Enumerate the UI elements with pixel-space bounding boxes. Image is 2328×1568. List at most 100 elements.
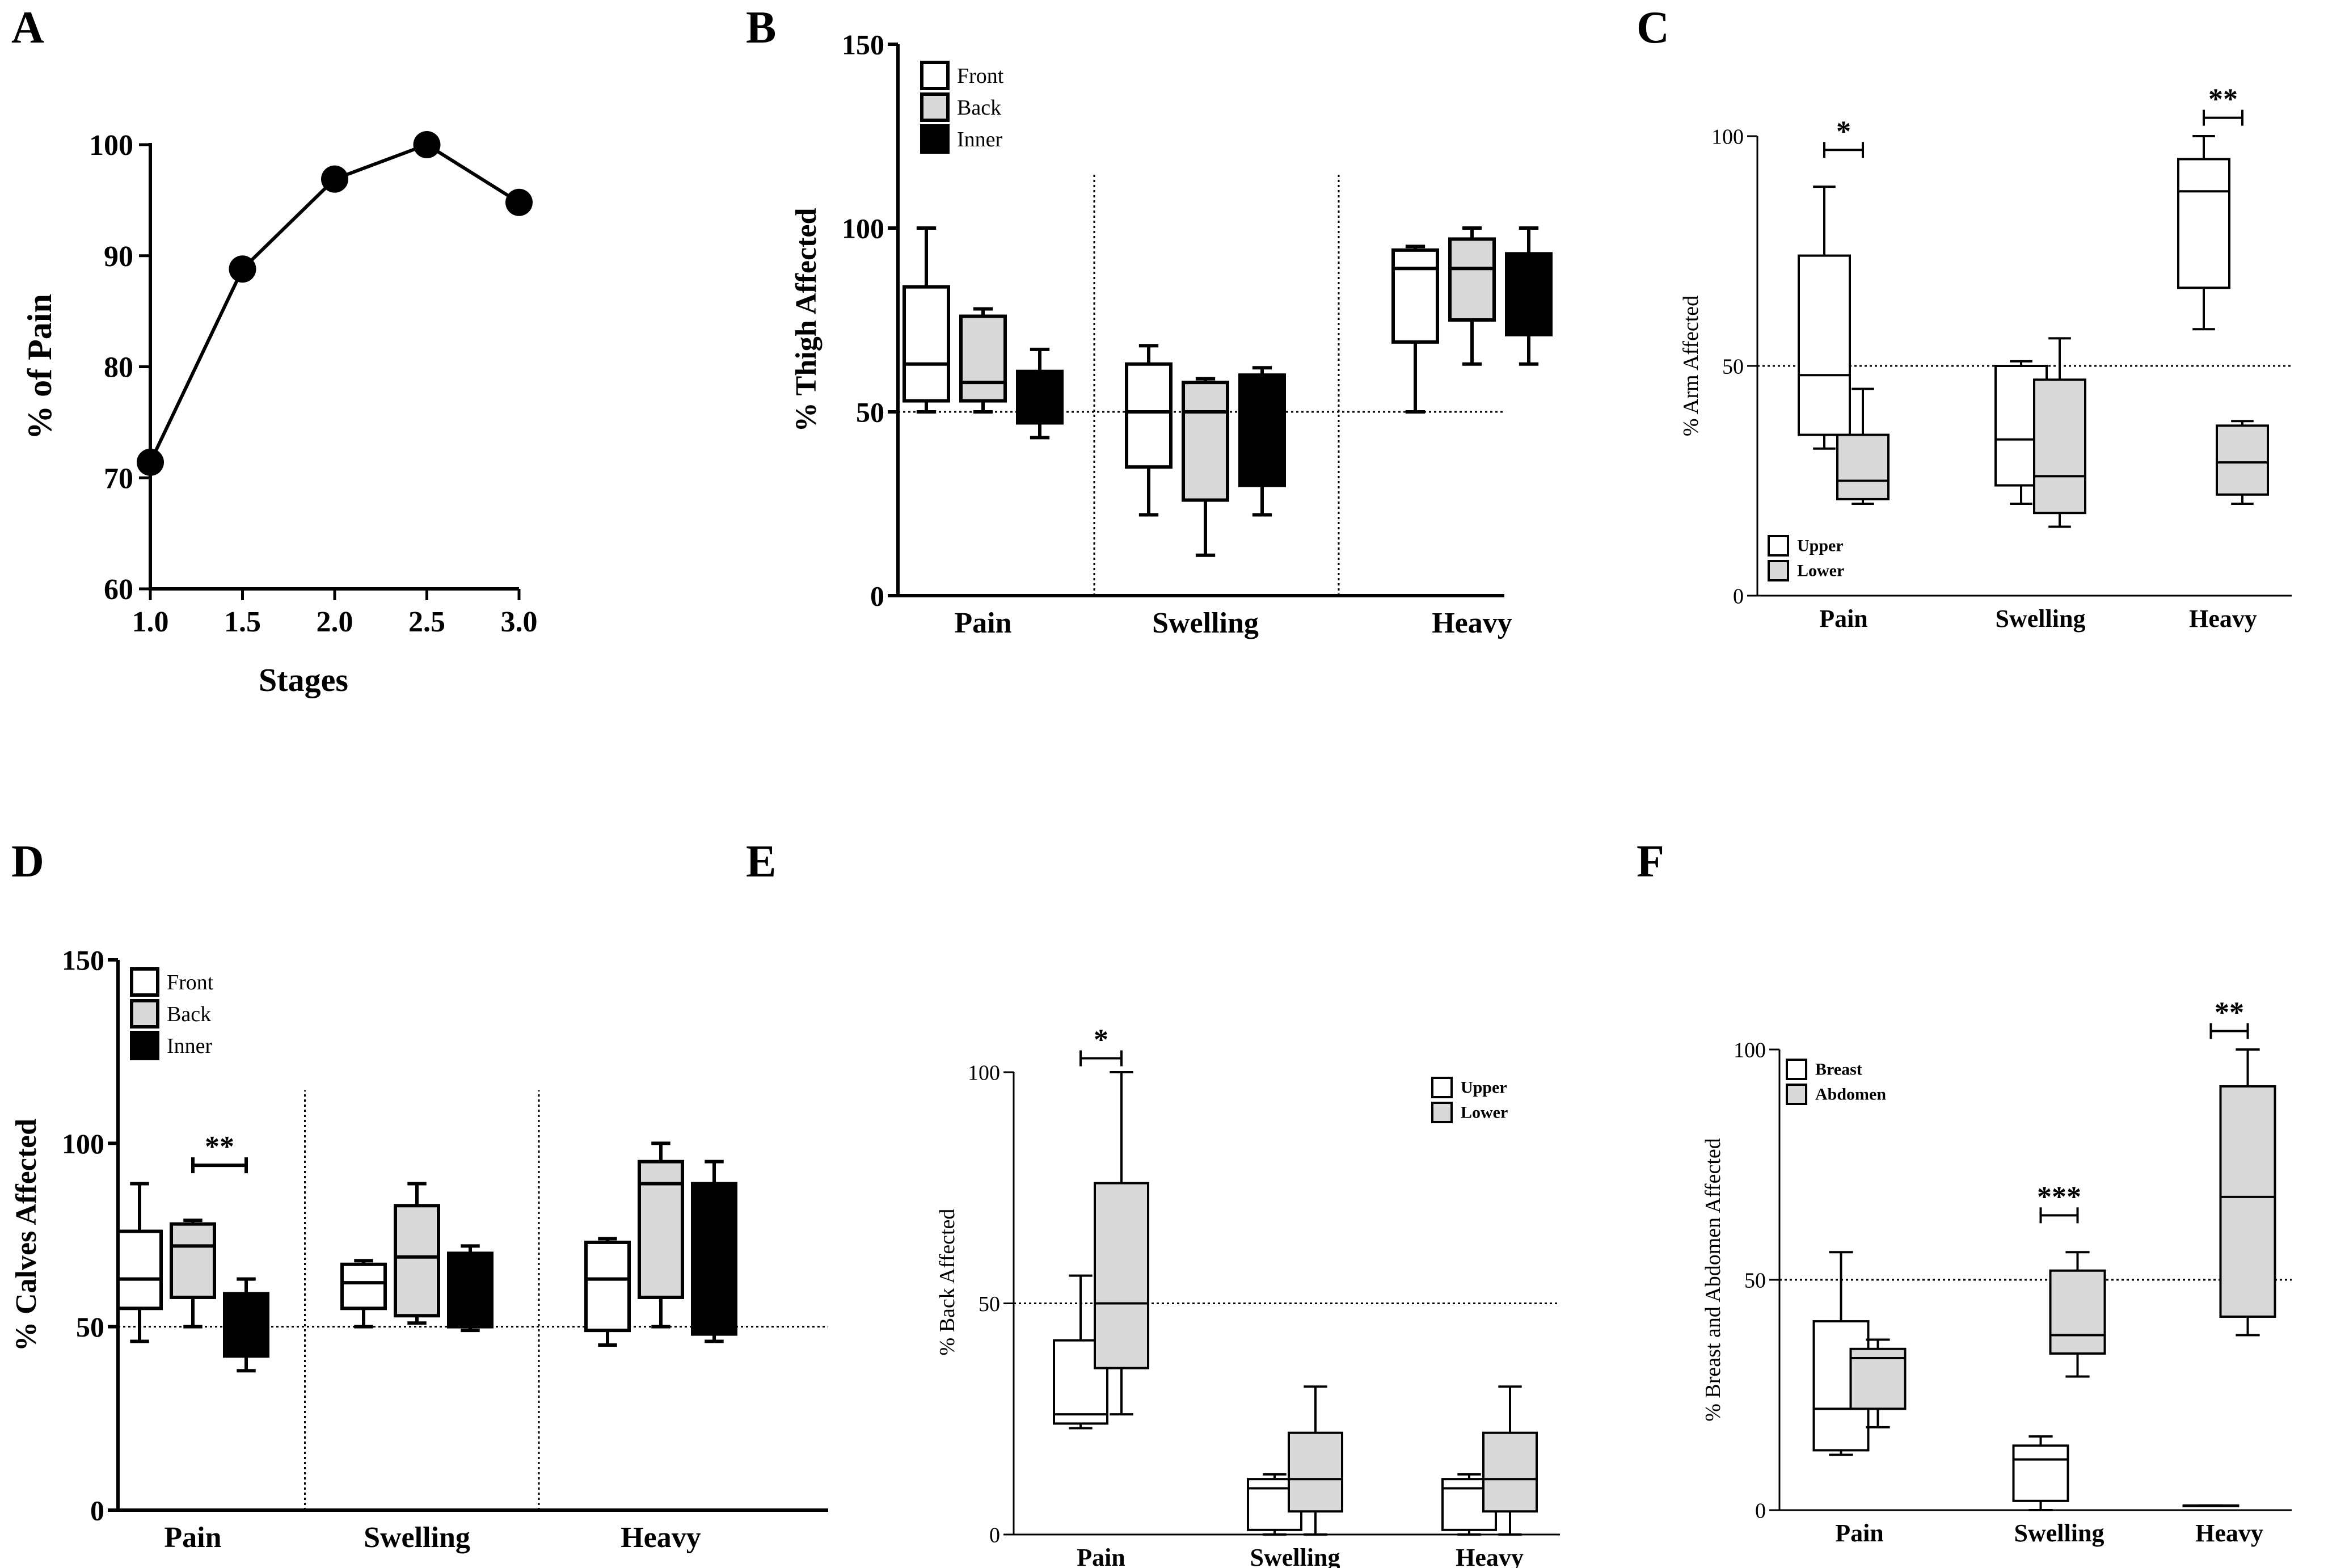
box-body	[691, 1182, 737, 1336]
box-body	[1505, 252, 1553, 336]
y-tick-label: 80	[104, 352, 133, 384]
y-tick-label: 100	[842, 213, 884, 245]
significance-bracket: **	[191, 1131, 248, 1174]
panel-letter-c: C	[1637, 3, 1669, 53]
y-tick-label: 50	[979, 1292, 1000, 1316]
category-label: Heavy	[1432, 607, 1512, 639]
box-front-swelling	[1125, 344, 1173, 517]
y-tick-label: 50	[1722, 355, 1744, 378]
box-front-pain	[902, 226, 950, 414]
box-inner-heavy	[1505, 226, 1553, 366]
legend-swatch	[1786, 1059, 1807, 1080]
y-axis-label: % of Pain	[21, 294, 58, 440]
significance-label: **	[2215, 997, 2244, 1029]
y-tick-label: 100	[62, 1128, 104, 1160]
y-tick-label: 90	[104, 241, 133, 273]
box-lower-pain	[1094, 1071, 1149, 1416]
category-label: Pain	[1835, 1519, 1884, 1547]
category-label: Swelling	[2014, 1519, 2105, 1547]
significance-bracket: *	[1823, 115, 1864, 158]
panel-letter-d: D	[11, 837, 44, 887]
legend-swatch	[1768, 560, 1789, 581]
y-tick-label: 0	[1733, 584, 1744, 608]
y-axis-label: % Back Affected	[935, 1209, 959, 1356]
y-tick-label: 0	[989, 1523, 1000, 1547]
box-body	[394, 1204, 440, 1318]
box-body	[2049, 1269, 2106, 1355]
box-back-pain	[959, 307, 1007, 414]
category-label: Heavy	[2189, 605, 2257, 633]
box-body	[1836, 433, 1890, 500]
box-body	[2216, 424, 2269, 496]
legend-label: Inner	[957, 128, 1003, 151]
y-axis-label: % Calves Affected	[10, 1119, 43, 1351]
box-chart-e: 0 50 100 % Back Affected Pain Swelling Heavy * U…	[935, 1024, 1560, 1568]
data-point	[321, 165, 348, 193]
box-body	[340, 1262, 387, 1310]
significance-bracket: *	[1079, 1024, 1123, 1067]
box-back-swelling	[394, 1182, 440, 1325]
box-front-swelling	[340, 1259, 387, 1329]
box-body	[1125, 362, 1173, 469]
box-body	[902, 285, 950, 403]
data-point	[413, 131, 441, 158]
box-chart-f: 0 50 100 % Breast and Abdomen Affected Pain S…	[1701, 997, 2292, 1547]
box-abdomen-heavy	[2219, 1048, 2276, 1337]
box-body	[170, 1222, 216, 1299]
y-tick-label: 100	[968, 1061, 1000, 1085]
significance-bracket: **	[2203, 83, 2243, 126]
legend-label: Abdomen	[1815, 1085, 1886, 1104]
box-front-heavy	[584, 1237, 631, 1347]
box-lower-swelling	[1288, 1385, 1343, 1536]
data-point	[229, 255, 256, 283]
box-body	[1288, 1431, 1343, 1513]
box-body	[1482, 1431, 1538, 1513]
category-label: Heavy	[621, 1521, 701, 1554]
legend: Front Back Inner	[130, 967, 214, 1060]
panel-letter-a: A	[11, 3, 44, 53]
legend: Upper Lower	[1768, 535, 1844, 581]
box-inner-swelling	[447, 1244, 494, 1333]
box-back-heavy	[638, 1141, 684, 1329]
y-tick-label: 150	[842, 29, 884, 61]
legend-label: Upper	[1461, 1078, 1507, 1097]
box-lower-swelling	[2033, 337, 2086, 528]
legend-swatch	[920, 124, 950, 154]
box-body	[1448, 237, 1496, 322]
significance-bracket: ***	[2037, 1181, 2081, 1224]
legend-swatch	[1768, 535, 1789, 557]
box-front-heavy	[1391, 245, 1439, 414]
significance-label: ***	[2037, 1181, 2081, 1213]
box-body	[1798, 254, 1851, 436]
box-body	[1391, 248, 1439, 344]
box-body	[2012, 1444, 2069, 1502]
y-axis-label: % Breast and Abdomen Affected	[1701, 1138, 1725, 1422]
x-tick-label: 1.0	[132, 606, 169, 638]
box-back-swelling	[1182, 377, 1229, 557]
box-inner-heavy	[691, 1160, 737, 1343]
box-abdomen-pain	[1849, 1338, 1907, 1428]
legend-swatch	[1431, 1102, 1453, 1123]
box-inner-pain	[1016, 347, 1064, 440]
legend-swatch	[130, 999, 159, 1029]
legend-label: Front	[957, 64, 1004, 88]
y-tick-label: 0	[90, 1495, 104, 1527]
y-tick-label: 100	[89, 129, 133, 162]
box-upper-swelling	[1247, 1473, 1302, 1536]
legend-swatch	[920, 92, 950, 122]
legend-swatch	[130, 1031, 159, 1060]
y-tick-label: 0	[1755, 1499, 1766, 1523]
box-body	[1016, 369, 1064, 425]
y-tick-label: 0	[870, 580, 884, 612]
legend: Front Back Inner	[920, 61, 1004, 154]
legend-label: Lower	[1461, 1103, 1508, 1122]
category-label: Heavy	[1456, 1544, 1524, 1568]
box-body	[447, 1251, 494, 1329]
box-breast-swelling	[2012, 1435, 2069, 1511]
category-label: Swelling	[1152, 607, 1259, 639]
legend-swatch	[1786, 1084, 1807, 1105]
category-label: Pain	[954, 607, 1011, 639]
box-lower-pain	[1836, 387, 1890, 505]
significance-label: *	[1836, 115, 1851, 147]
box-upper-heavy	[2177, 135, 2230, 331]
